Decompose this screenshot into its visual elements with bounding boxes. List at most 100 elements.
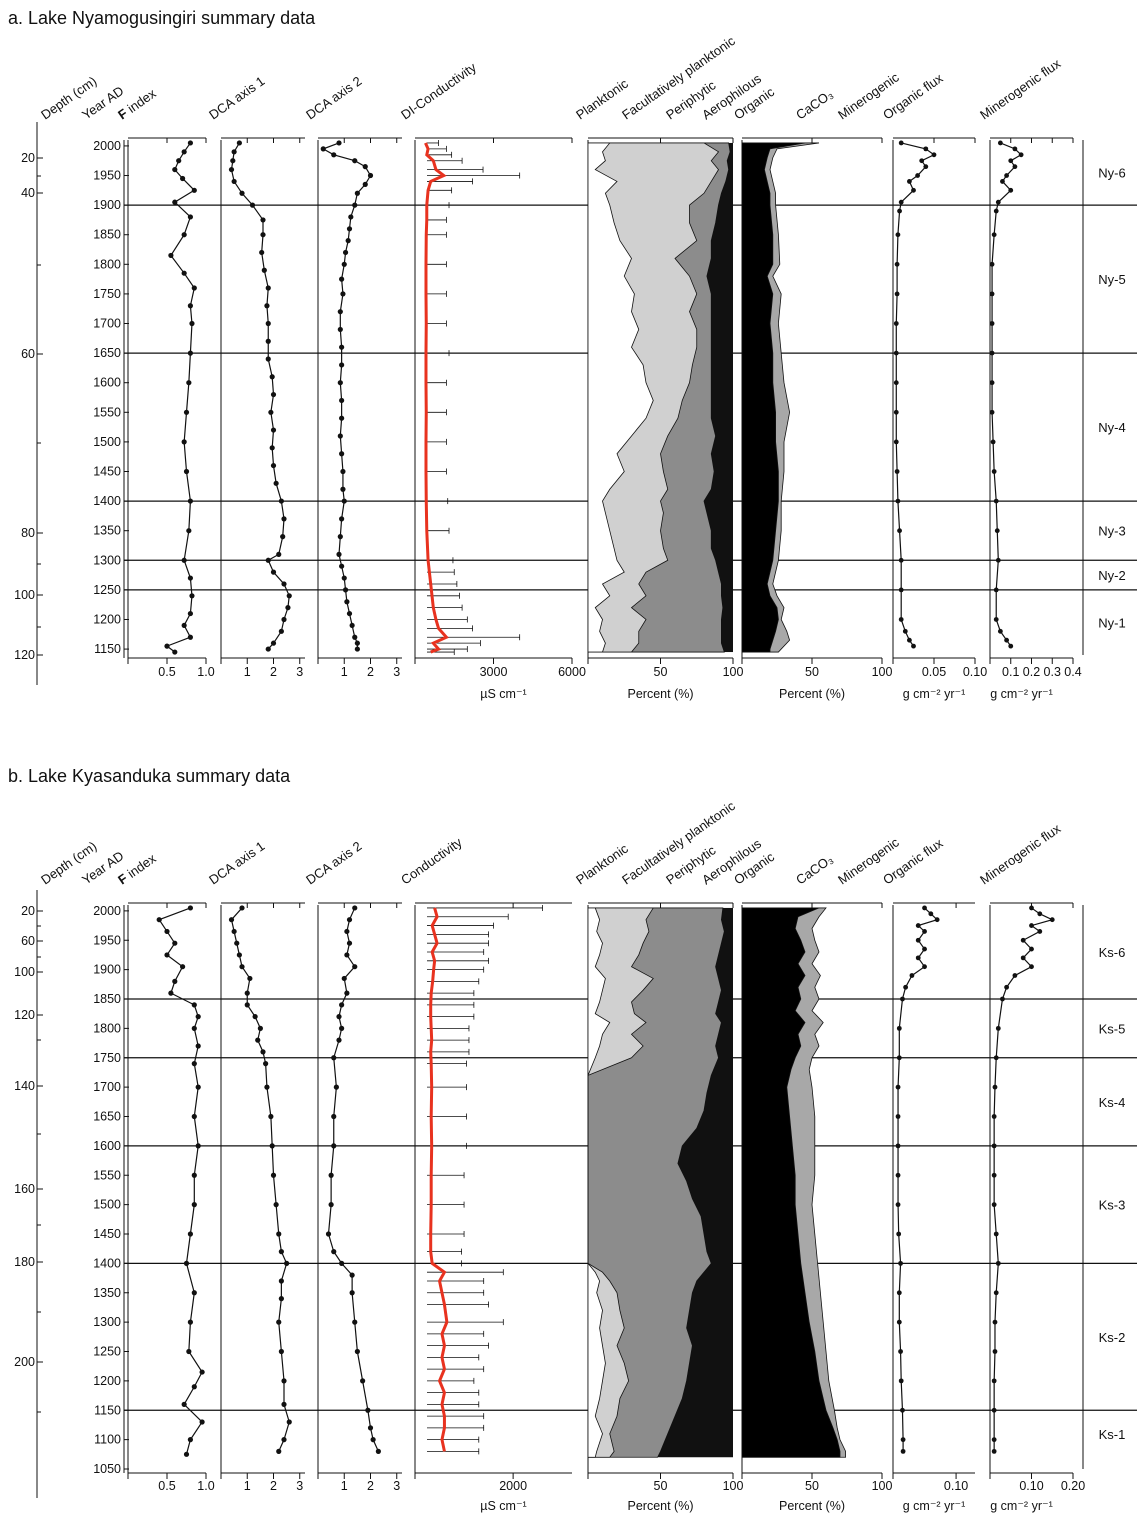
dca1-point (281, 1401, 287, 1407)
orgflux-point (911, 643, 916, 649)
dca1-point (236, 140, 242, 146)
dca2-point (339, 344, 345, 350)
dca2-tick-label: 1 (341, 665, 348, 679)
dca1-tick-label: 2 (270, 1479, 277, 1493)
year-tick-label: 1450 (93, 464, 121, 478)
minflux-point (1037, 911, 1043, 917)
findex-point (172, 649, 178, 655)
orgflux-point (922, 946, 927, 952)
orgflux-point (898, 557, 904, 563)
dca2-point (331, 1055, 337, 1061)
orgflux-point (895, 1202, 901, 1208)
cond-tick-label: 6000 (558, 665, 586, 679)
loi-unit: Percent (%) (779, 687, 845, 701)
orgflux-point (894, 261, 900, 267)
dca2-point (339, 415, 345, 421)
minflux-point (991, 1437, 997, 1443)
minflux-point (1049, 917, 1055, 923)
dca2-point (354, 1348, 360, 1355)
dca1-point (286, 1419, 292, 1425)
dca2-point (331, 1113, 337, 1120)
dca1-point (260, 217, 266, 223)
minflux-point (1004, 984, 1009, 990)
depth-tick-label: 60 (21, 347, 35, 361)
dca1-point (239, 905, 245, 911)
findex-point (187, 575, 193, 581)
zone-label: Ks-4 (1099, 1095, 1126, 1110)
dca1-point (270, 462, 277, 469)
dca1-header: DCA axis 1 (206, 73, 267, 122)
depth-tick-label: 60 (21, 934, 35, 948)
loi-organic-area (741, 907, 841, 1458)
orgflux-point (900, 996, 905, 1002)
dca2-header: DCA axis 2 (303, 73, 364, 122)
minflux-point (991, 1378, 997, 1384)
dca2-point (352, 905, 358, 911)
dca1-point (270, 569, 277, 575)
zone-label: Ny-1 (1098, 615, 1125, 630)
dca1-point (276, 1448, 282, 1454)
dca2-point (375, 1448, 381, 1454)
minflux-unit: g cm⁻² yr⁻¹ (990, 1499, 1053, 1513)
minflux-point (993, 587, 999, 593)
dca1-point (264, 303, 270, 309)
dca2-point (337, 326, 343, 333)
minflux-point (991, 232, 997, 238)
loi-tick-label: 100 (872, 665, 893, 679)
year-tick-label: 1850 (93, 228, 121, 242)
year-tick-label: 1350 (93, 1286, 121, 1300)
orgflux-point (915, 173, 920, 178)
minflux-line (993, 907, 1054, 1452)
minflux-point (993, 1290, 999, 1296)
findex-tick-label: 1.0 (197, 1479, 214, 1493)
dca1-point (278, 1296, 284, 1302)
dca1-point (263, 1061, 269, 1067)
findex-point (183, 1260, 190, 1266)
dca2-point (339, 1025, 345, 1031)
orgflux-point (895, 232, 901, 238)
dca1-point (264, 1084, 270, 1090)
minflux-point (995, 1025, 1001, 1031)
orgflux-line (895, 142, 936, 647)
dca2-point (342, 587, 349, 593)
year-tick-label: 1600 (93, 376, 121, 390)
dca2-point (337, 534, 343, 540)
orgflux-point (931, 152, 937, 158)
dca2-point (328, 1202, 334, 1208)
findex-point (181, 557, 187, 563)
cond-unit: µS cm⁻¹ (480, 1499, 526, 1513)
orgflux-point (895, 1084, 901, 1090)
minflux-point (991, 1202, 997, 1208)
orgflux-point (922, 905, 927, 911)
dca1-point (261, 267, 267, 273)
year-tick-label: 1800 (93, 257, 121, 271)
dca2-point (344, 952, 350, 958)
dca1-point (239, 964, 245, 970)
year-tick-label: 1200 (93, 612, 121, 626)
orgflux-point (898, 1349, 903, 1354)
findex-point (172, 978, 178, 984)
minflux-tick-label: 0.1 (1002, 665, 1019, 679)
minflux-point (993, 498, 999, 504)
minflux-point (991, 1407, 997, 1413)
year-tick-label: 1800 (93, 1021, 121, 1035)
dca2-point (345, 238, 351, 244)
minflux-point (989, 350, 995, 356)
dca2-point (340, 486, 346, 492)
orgflux-point (896, 1319, 902, 1325)
year-tick-label: 1250 (93, 1345, 121, 1359)
findex-tick-label: 1.0 (197, 665, 214, 679)
orgflux-point (902, 628, 908, 634)
orgflux-point (898, 140, 904, 146)
orgflux-point (907, 637, 912, 643)
findex-point (181, 232, 187, 238)
depth-tick-label: 100 (14, 965, 35, 979)
depth-tick-label: 140 (14, 1079, 35, 1093)
minflux-line (991, 142, 1023, 647)
minflux-point (994, 528, 1000, 534)
dca1-point (281, 1378, 287, 1384)
findex-point (183, 409, 190, 415)
dca2-line (327, 907, 379, 1452)
dca2-point (346, 940, 353, 946)
cond-red-line (424, 142, 449, 654)
